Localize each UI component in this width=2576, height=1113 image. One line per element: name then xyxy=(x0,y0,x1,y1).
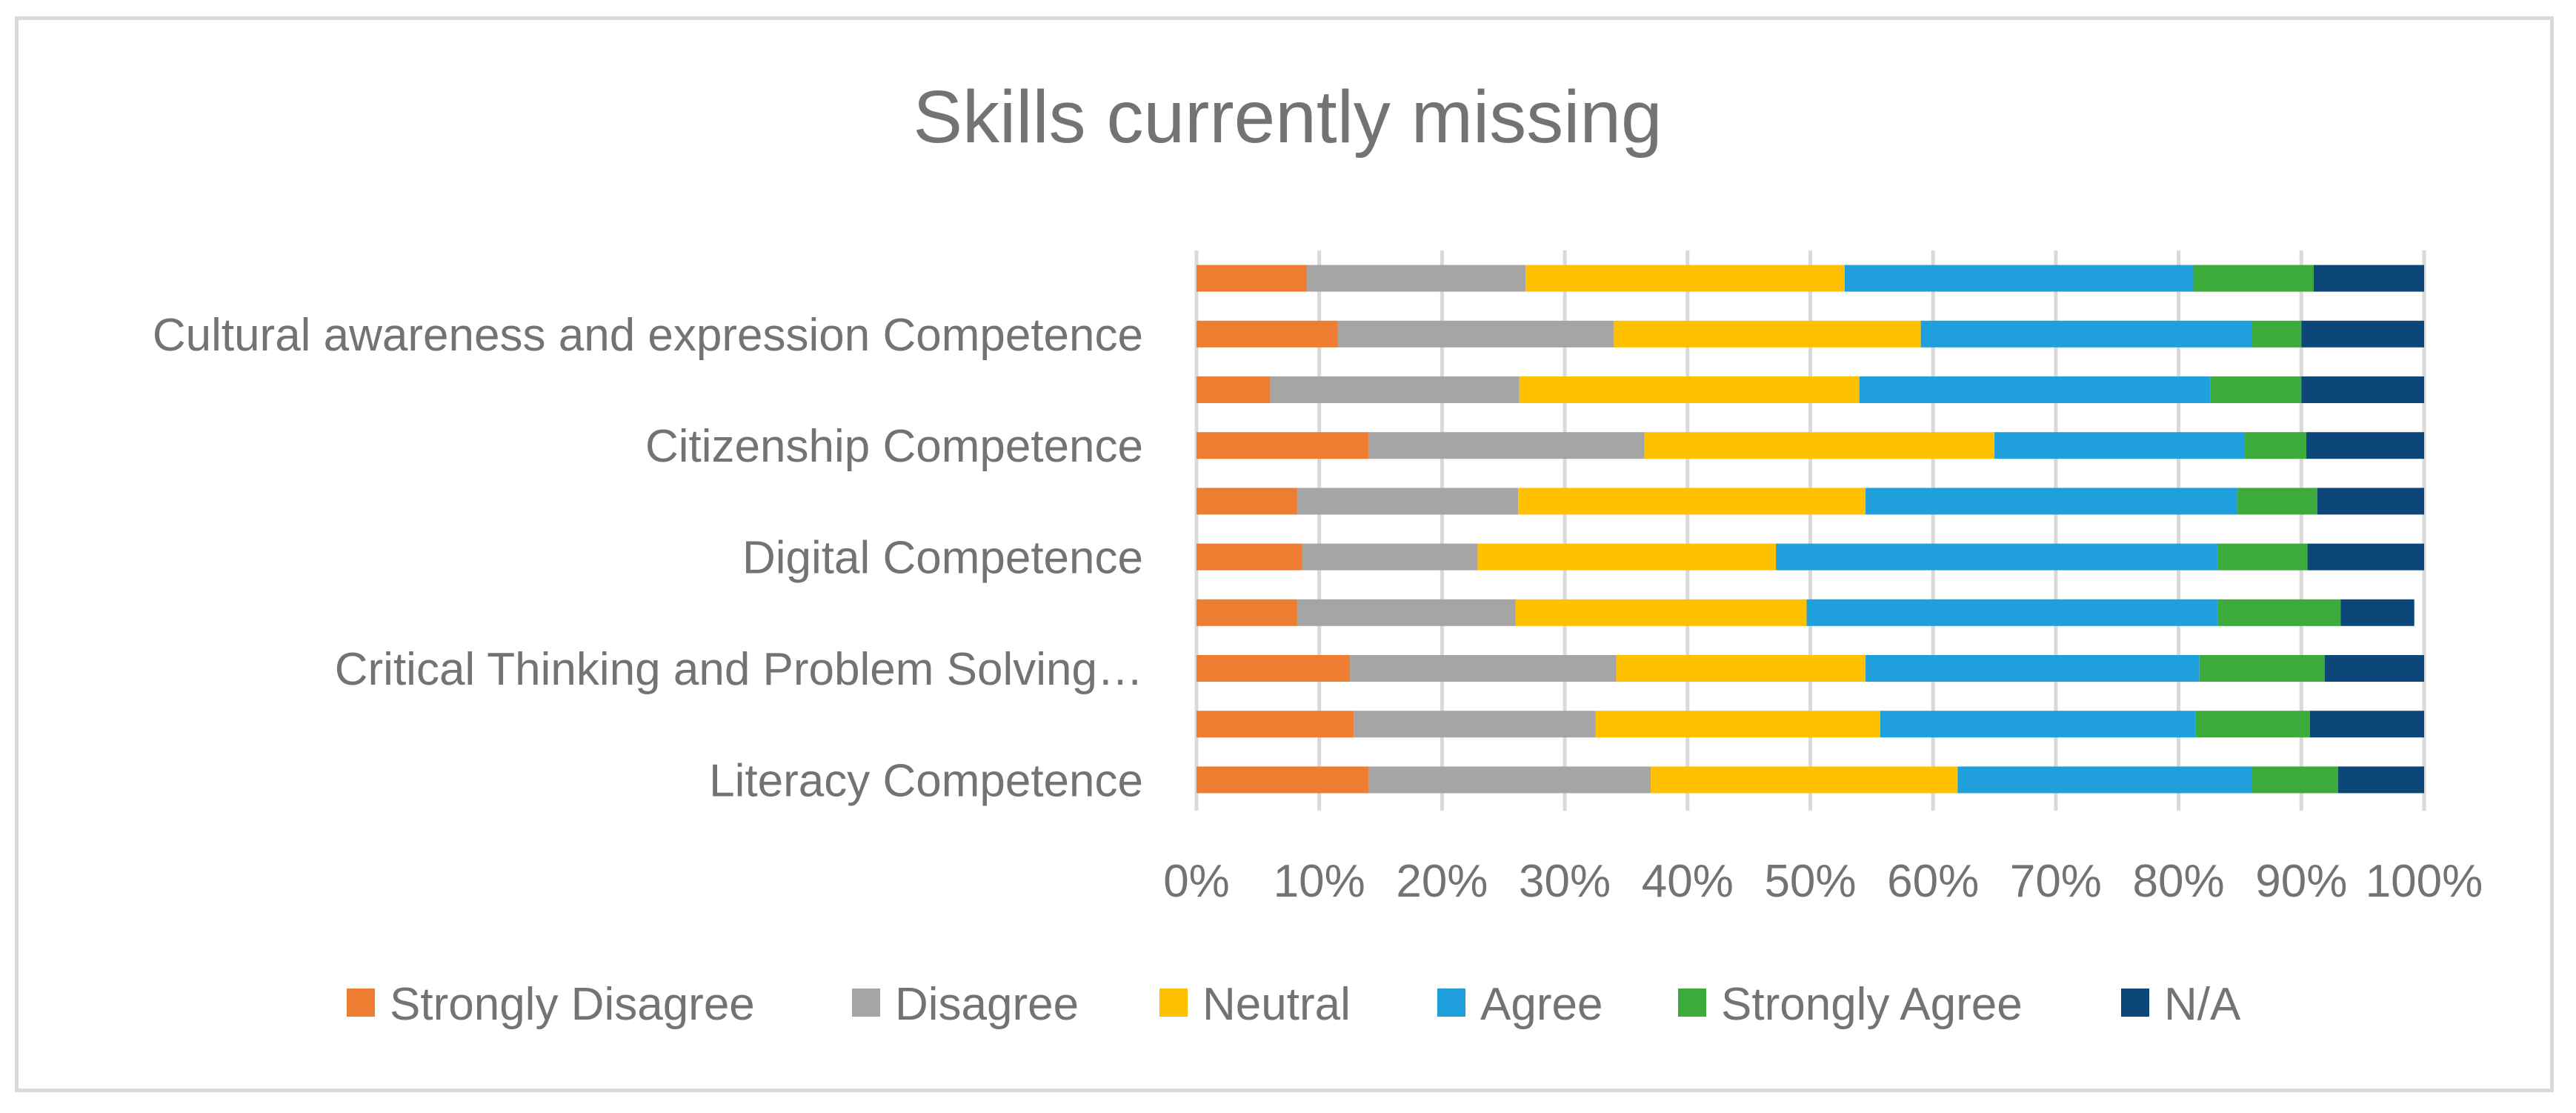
bar-segment xyxy=(1525,265,1845,292)
legend-label: Neutral xyxy=(1202,979,1351,1030)
bar-segment xyxy=(1337,320,1614,348)
bar-segment xyxy=(1302,543,1478,571)
bar-segment xyxy=(1477,543,1777,571)
legend-swatch xyxy=(347,989,375,1017)
x-tick-label: 70% xyxy=(2010,856,2102,907)
bar-segment xyxy=(1297,599,1516,626)
bar-segment xyxy=(2301,376,2424,403)
bar-segment xyxy=(1197,655,1351,682)
bar-segment xyxy=(1197,711,1354,738)
bar-segment xyxy=(2252,766,2339,794)
legend: Strongly Disagree Disagree Neutral Agree Str… xyxy=(347,979,2241,1030)
bar-segment xyxy=(2306,432,2424,459)
x-tick-label: 30% xyxy=(1519,856,1611,907)
x-tick-label: 10% xyxy=(1274,856,1365,907)
bar-segment xyxy=(1368,432,1645,459)
bars xyxy=(1197,265,2424,794)
bar-segment xyxy=(1519,376,1860,403)
bar-segment xyxy=(2317,488,2424,515)
bar-segment xyxy=(1776,543,2218,571)
bar-segment xyxy=(2193,265,2314,292)
category-label: Citizenship Competence xyxy=(645,421,1143,472)
bar-segment xyxy=(1614,320,1921,348)
legend-label: N/A xyxy=(2164,979,2241,1030)
bar-segment xyxy=(1197,488,1297,515)
legend-swatch xyxy=(1437,989,1465,1017)
bar-segment xyxy=(1197,432,1368,459)
bar-segment xyxy=(1957,766,2253,794)
bar-segment xyxy=(2210,376,2302,403)
bar-segment xyxy=(1297,488,1519,515)
bar-segment xyxy=(1354,711,1596,738)
bar-segment xyxy=(1994,432,2246,459)
bar-segment xyxy=(2199,655,2325,682)
category-label: Cultural awareness and expression Compet… xyxy=(153,310,1143,361)
legend-swatch xyxy=(852,989,880,1017)
bar-segment xyxy=(1806,599,2218,626)
bar-segment xyxy=(2195,711,2310,738)
bar-segment xyxy=(1651,766,1958,794)
bar-segment xyxy=(2313,265,2424,292)
x-tick-labels: 0% 10% 20% 30% 40% 50% 60% 70% 80% 90% 100% xyxy=(1163,856,2483,907)
bar-segment xyxy=(1844,265,2194,292)
x-tick-label: 40% xyxy=(1642,856,1734,907)
category-labels: Cultural awareness and expression Compet… xyxy=(153,310,1143,807)
bar-segment xyxy=(2307,543,2424,571)
bar-segment xyxy=(1197,320,1338,348)
bar-segment xyxy=(1859,376,2211,403)
x-tick-label: 90% xyxy=(2255,856,2347,907)
legend-label: Agree xyxy=(1480,979,1602,1030)
bar-segment xyxy=(1350,655,1617,682)
bar-segment xyxy=(2301,320,2424,348)
x-tick-label: 20% xyxy=(1396,856,1488,907)
bar-segment xyxy=(2217,543,2308,571)
bar-segment xyxy=(1920,320,2253,348)
category-label: Critical Thinking and Problem Solving… xyxy=(335,644,1143,695)
bar-segment xyxy=(1197,265,1308,292)
category-label: Literacy Competence xyxy=(709,755,1143,806)
bar-segment xyxy=(2338,766,2424,794)
x-tick-label: 80% xyxy=(2133,856,2225,907)
bar-segment xyxy=(1866,655,2200,682)
bar-segment xyxy=(2252,320,2302,348)
bar-segment xyxy=(1616,655,1866,682)
legend-label: Disagree xyxy=(895,979,1079,1030)
bar-segment xyxy=(1197,599,1297,626)
legend-label: Strongly Disagree xyxy=(390,979,755,1030)
bar-segment xyxy=(1644,432,1995,459)
bar-segment xyxy=(2324,655,2424,682)
bar-segment xyxy=(1880,711,2196,738)
x-tick-label: 100% xyxy=(2366,856,2483,907)
bar-segment xyxy=(2217,599,2341,626)
chart-title: Skills currently missing xyxy=(913,76,1662,159)
bar-segment xyxy=(1866,488,2238,515)
bar-segment xyxy=(2245,432,2306,459)
bar-segment xyxy=(2237,488,2317,515)
bar-segment xyxy=(2340,599,2414,626)
bar-segment xyxy=(1197,543,1302,571)
legend-label: Strongly Agree xyxy=(1721,979,2023,1030)
bar-segment xyxy=(2309,711,2424,738)
bar-segment xyxy=(1368,766,1651,794)
bar-segment xyxy=(1595,711,1880,738)
legend-swatch xyxy=(1678,989,1706,1017)
x-tick-label: 60% xyxy=(1887,856,1979,907)
x-tick-label: 0% xyxy=(1163,856,1230,907)
category-label: Digital Competence xyxy=(742,533,1143,584)
legend-swatch xyxy=(1159,989,1188,1017)
legend-swatch xyxy=(2121,989,2149,1017)
bar-segment xyxy=(1197,766,1368,794)
x-tick-label: 50% xyxy=(1764,856,1856,907)
bar-segment xyxy=(1515,599,1807,626)
bar-segment xyxy=(1307,265,1526,292)
bar-segment xyxy=(1270,376,1520,403)
bar-segment xyxy=(1197,376,1271,403)
bar-segment xyxy=(1518,488,1866,515)
